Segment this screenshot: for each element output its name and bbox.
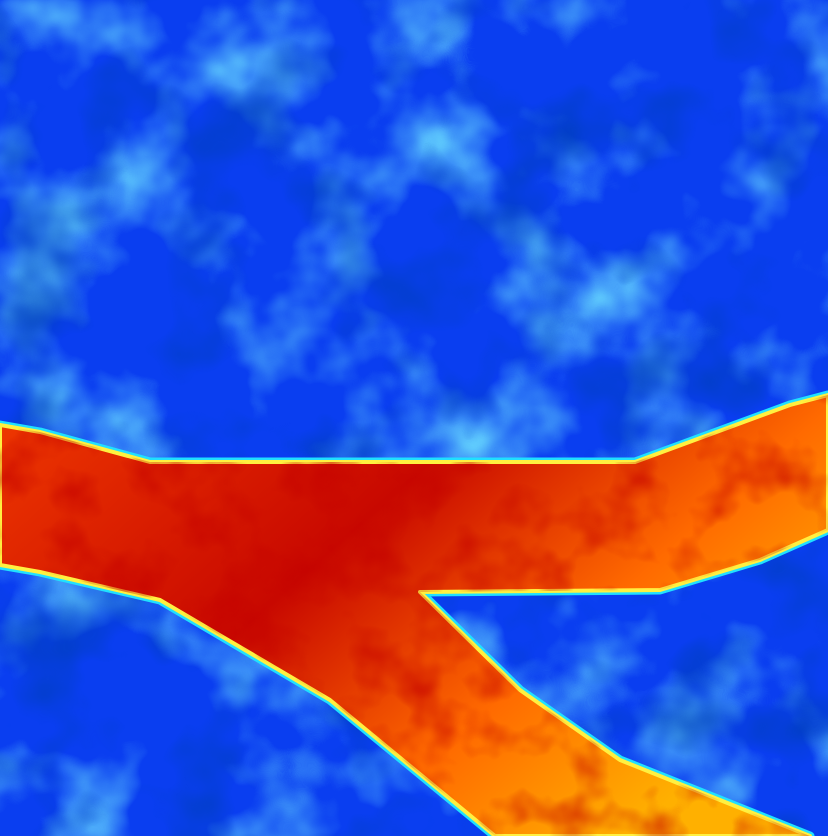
heatmap xyxy=(0,0,828,836)
page: Heatmap {} html, body { margin: 0; paddi… xyxy=(0,0,828,836)
body xyxy=(0,0,828,836)
